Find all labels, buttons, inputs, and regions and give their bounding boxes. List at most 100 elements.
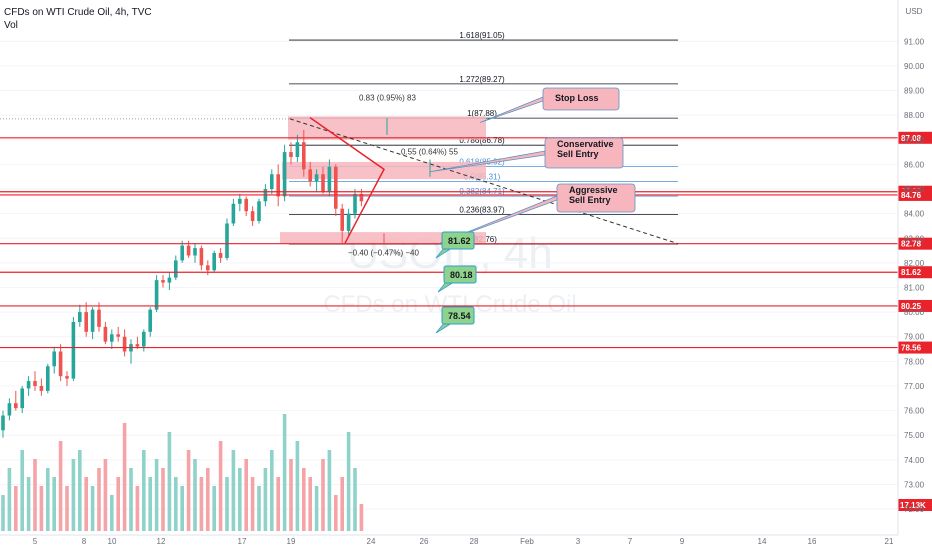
volume-bar bbox=[250, 477, 255, 531]
callout-label: Sell Entry bbox=[557, 149, 599, 159]
candle-body bbox=[314, 174, 319, 182]
price-tick: 75.00 bbox=[904, 431, 925, 440]
volume-bar bbox=[129, 468, 133, 531]
candle-body bbox=[90, 309, 95, 332]
candle-body bbox=[231, 203, 236, 224]
candle-body bbox=[276, 174, 280, 197]
volume-bar bbox=[340, 477, 344, 531]
candle-body bbox=[206, 265, 210, 271]
target-box bbox=[441, 231, 475, 250]
price-tick: 84.00 bbox=[904, 210, 925, 219]
volume-bar bbox=[353, 468, 357, 531]
time-tick: 12 bbox=[157, 537, 166, 546]
level-badge-label: 78.56 bbox=[901, 344, 922, 353]
candle-body bbox=[26, 381, 31, 389]
volume-bar bbox=[148, 477, 152, 531]
price-tick: 80.00 bbox=[904, 308, 925, 317]
volume-bar bbox=[142, 450, 146, 531]
candle-body bbox=[340, 208, 344, 231]
callout-label: Conservative bbox=[557, 139, 614, 149]
candle-body bbox=[225, 223, 229, 258]
measure-label-bottom: −0.40 (−0.47%) −40 bbox=[348, 248, 419, 257]
fib-label: 0.786(86.78) bbox=[459, 136, 505, 145]
level-badge bbox=[898, 237, 932, 250]
candle-body bbox=[154, 280, 159, 310]
candle-body bbox=[78, 312, 82, 322]
price-tick: 74.00 bbox=[904, 456, 925, 465]
level-badge-label: 80.25 bbox=[901, 302, 922, 311]
time-tick: 24 bbox=[367, 537, 376, 546]
candle-body bbox=[122, 336, 127, 352]
price-tick: 83.00 bbox=[904, 234, 925, 243]
volume-bar bbox=[174, 477, 178, 531]
volume-bar bbox=[135, 486, 140, 531]
price-tick: 82.00 bbox=[904, 259, 925, 268]
price-tick: 78.00 bbox=[904, 357, 925, 366]
price-tick: 77.00 bbox=[904, 382, 925, 391]
volume-bar bbox=[308, 477, 312, 531]
price-tick: 81.00 bbox=[904, 283, 925, 292]
volume-bar bbox=[321, 459, 325, 531]
volume-bar bbox=[103, 459, 108, 531]
measure-label-top: 0.83 (0.95%) 83 bbox=[359, 93, 416, 102]
candle-body bbox=[199, 248, 204, 266]
target-label: 78.54 bbox=[448, 311, 471, 321]
fib-label: 0.618(85.92) bbox=[459, 157, 505, 166]
target-label: 80.18 bbox=[450, 270, 473, 280]
time-tick: 17 bbox=[238, 537, 247, 546]
volume-bar bbox=[20, 450, 24, 531]
price-tick: 85.00 bbox=[904, 185, 925, 194]
target-label: 81.62 bbox=[448, 236, 471, 246]
target-box bbox=[441, 306, 475, 325]
candle-body bbox=[135, 344, 140, 347]
time-tick: 21 bbox=[885, 537, 894, 546]
volume-bar bbox=[180, 486, 184, 531]
callout-label: Sell Entry bbox=[569, 195, 611, 205]
volume-bar bbox=[97, 468, 101, 531]
level-badge bbox=[898, 188, 932, 201]
drawings: 0.83 (0.95%) 83 0.55 (0.64%) 55 −0.40 (−0.… bbox=[0, 87, 679, 334]
candle-body bbox=[282, 152, 287, 197]
candle-body bbox=[33, 381, 37, 386]
volume-bar bbox=[314, 486, 319, 531]
level-badge-label: 87.08 bbox=[901, 134, 922, 143]
volume-bars bbox=[1, 414, 364, 531]
fib-label: 1.618(91.05) bbox=[459, 31, 505, 40]
candle-body bbox=[346, 213, 351, 231]
volume-bar bbox=[295, 441, 300, 531]
candle-body bbox=[270, 174, 274, 190]
volume-bar bbox=[7, 468, 12, 531]
volume-bar bbox=[276, 477, 280, 531]
price-tick: 90.00 bbox=[904, 62, 925, 71]
volume-bar bbox=[71, 459, 76, 531]
volume-bar bbox=[359, 504, 364, 531]
wedge-triangle bbox=[309, 116, 385, 244]
time-tick: 8 bbox=[82, 537, 87, 546]
price-tick: 73.00 bbox=[904, 480, 925, 489]
candle-body bbox=[193, 248, 197, 256]
volume-bar bbox=[58, 441, 63, 531]
price-tick: 79.00 bbox=[904, 333, 925, 342]
time-tick: 5 bbox=[33, 537, 38, 546]
volume-bar bbox=[212, 486, 216, 531]
time-tick: 16 bbox=[808, 537, 817, 546]
volume-bar bbox=[257, 486, 261, 531]
level-badge bbox=[898, 266, 932, 279]
time-tick: 28 bbox=[470, 537, 479, 546]
candle-body bbox=[20, 388, 24, 409]
candle-body bbox=[65, 376, 69, 379]
price-tick: 88.00 bbox=[904, 111, 925, 120]
time-tick: Feb bbox=[520, 537, 534, 546]
candlesticks bbox=[1, 129, 364, 438]
candle-body bbox=[257, 201, 261, 222]
volume-bar bbox=[218, 441, 223, 531]
volume-bar bbox=[327, 450, 332, 531]
time-axis: 5 8 10 12 17 19 24 26 28 Feb 3 7 9 14 16 21 bbox=[0, 534, 898, 546]
level-badge bbox=[898, 341, 932, 354]
volume-bar bbox=[186, 450, 191, 531]
candle-body bbox=[321, 174, 325, 192]
time-tick: 14 bbox=[758, 537, 767, 546]
measure-label-mid: 0.55 (0.64%) 55 bbox=[401, 148, 458, 157]
volume-bar bbox=[33, 459, 37, 531]
candle-body bbox=[161, 280, 165, 283]
